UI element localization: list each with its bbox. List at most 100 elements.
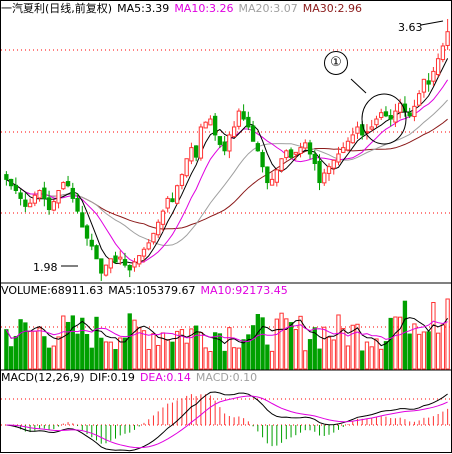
candle-body xyxy=(8,178,14,187)
volume-bar xyxy=(94,316,99,370)
candle-body xyxy=(250,125,256,142)
candle-body xyxy=(56,189,61,204)
candle-body xyxy=(293,151,298,155)
candle-body xyxy=(274,169,279,183)
volume-bar xyxy=(407,333,412,370)
candle-body xyxy=(141,248,147,257)
volume-bar xyxy=(80,317,85,370)
volume-bar xyxy=(412,323,417,370)
candle-body xyxy=(65,181,71,187)
candle-body xyxy=(326,166,332,174)
macd-readout: MACD:0.10 xyxy=(195,371,258,384)
candle-body xyxy=(103,264,109,276)
volume-bar xyxy=(312,327,317,370)
candle-body xyxy=(165,197,170,209)
volume-bar xyxy=(322,326,327,370)
candle-body xyxy=(99,258,104,274)
candle-body xyxy=(298,147,303,154)
volume-bar xyxy=(284,318,289,370)
candle-body xyxy=(118,256,123,260)
volume-bar xyxy=(398,316,403,370)
candle-body xyxy=(374,118,379,126)
volume-bar xyxy=(108,341,113,370)
candle-body xyxy=(331,159,336,169)
candle-body xyxy=(179,174,185,186)
volume-bar xyxy=(265,344,270,370)
candle-body xyxy=(317,160,322,184)
annotation-arrow xyxy=(350,78,367,94)
volume-bar xyxy=(293,329,298,370)
candle-body xyxy=(435,58,441,76)
candle-body xyxy=(151,232,156,243)
candle-body xyxy=(426,80,431,85)
volume-bar xyxy=(379,348,384,370)
candle-body xyxy=(160,210,166,225)
volume-bar xyxy=(350,324,355,370)
volume-bar xyxy=(317,348,322,370)
candle-body xyxy=(388,115,393,120)
ma10-readout: MA10:3.26 xyxy=(174,2,234,15)
candle-body xyxy=(416,93,422,106)
volume-bar xyxy=(151,333,156,370)
candle-body xyxy=(146,242,151,250)
volume-bar xyxy=(184,342,189,370)
candle-body xyxy=(279,158,284,171)
candle-body xyxy=(231,126,237,138)
volume-bar xyxy=(70,315,75,370)
candle-body xyxy=(336,153,341,163)
candle-body xyxy=(246,116,251,128)
volume-bar xyxy=(42,336,47,370)
macd-header: MACD(12,26,9) DIF:0.19 DEA:0.14 MACD:0.10 xyxy=(1,371,263,384)
candle-body xyxy=(284,150,289,159)
volume-bar xyxy=(198,332,204,370)
volume-bar xyxy=(27,330,33,370)
volume-header: VOLUME:68911.63 MA5:105379.67 MA10:92173.4… xyxy=(1,284,293,297)
volume-bar xyxy=(118,337,123,370)
volume-bar xyxy=(421,331,427,370)
volume-bar xyxy=(75,333,80,370)
volume-bar xyxy=(279,312,284,370)
dea-readout: DEA:0.14 xyxy=(139,371,191,384)
candle-body xyxy=(345,140,351,151)
volume-bar xyxy=(89,347,94,370)
candle-body xyxy=(322,172,327,184)
candle-body xyxy=(341,147,346,153)
volume-bar xyxy=(137,327,142,370)
candle-body xyxy=(42,187,47,199)
ma5-line xyxy=(6,58,449,265)
candle-body xyxy=(23,199,28,207)
volume-bar xyxy=(426,331,431,370)
volume-bar xyxy=(369,346,374,370)
candle-body xyxy=(113,255,118,263)
volume-bar xyxy=(393,316,398,370)
volume-bar xyxy=(355,323,360,370)
volume-bar xyxy=(103,341,109,370)
candle-body xyxy=(445,31,450,46)
candle-body xyxy=(398,102,403,113)
candle-body xyxy=(227,134,232,152)
candle-body xyxy=(412,105,417,118)
volume-bar xyxy=(51,345,56,370)
candle-body xyxy=(383,111,389,117)
volume-bar xyxy=(236,347,242,370)
volume-bar xyxy=(84,334,90,370)
candle-body xyxy=(255,143,261,152)
volume-bar xyxy=(32,330,38,370)
volume-bar xyxy=(127,313,132,370)
candle-body xyxy=(288,149,294,158)
volume-bar xyxy=(326,336,332,370)
candle-body xyxy=(193,145,199,158)
candle-body xyxy=(355,126,360,134)
volume-bar xyxy=(122,337,128,370)
volume-bar xyxy=(303,350,308,370)
volume-bar xyxy=(141,330,147,370)
candle-body xyxy=(379,112,384,118)
volume-readout: VOLUME:68911.63 xyxy=(1,284,104,297)
volume-bar xyxy=(193,325,199,370)
candle-body xyxy=(127,264,132,271)
volume-bar xyxy=(435,332,441,370)
candle-body xyxy=(61,182,66,190)
candle-body xyxy=(32,194,38,204)
dea-line xyxy=(6,395,448,449)
